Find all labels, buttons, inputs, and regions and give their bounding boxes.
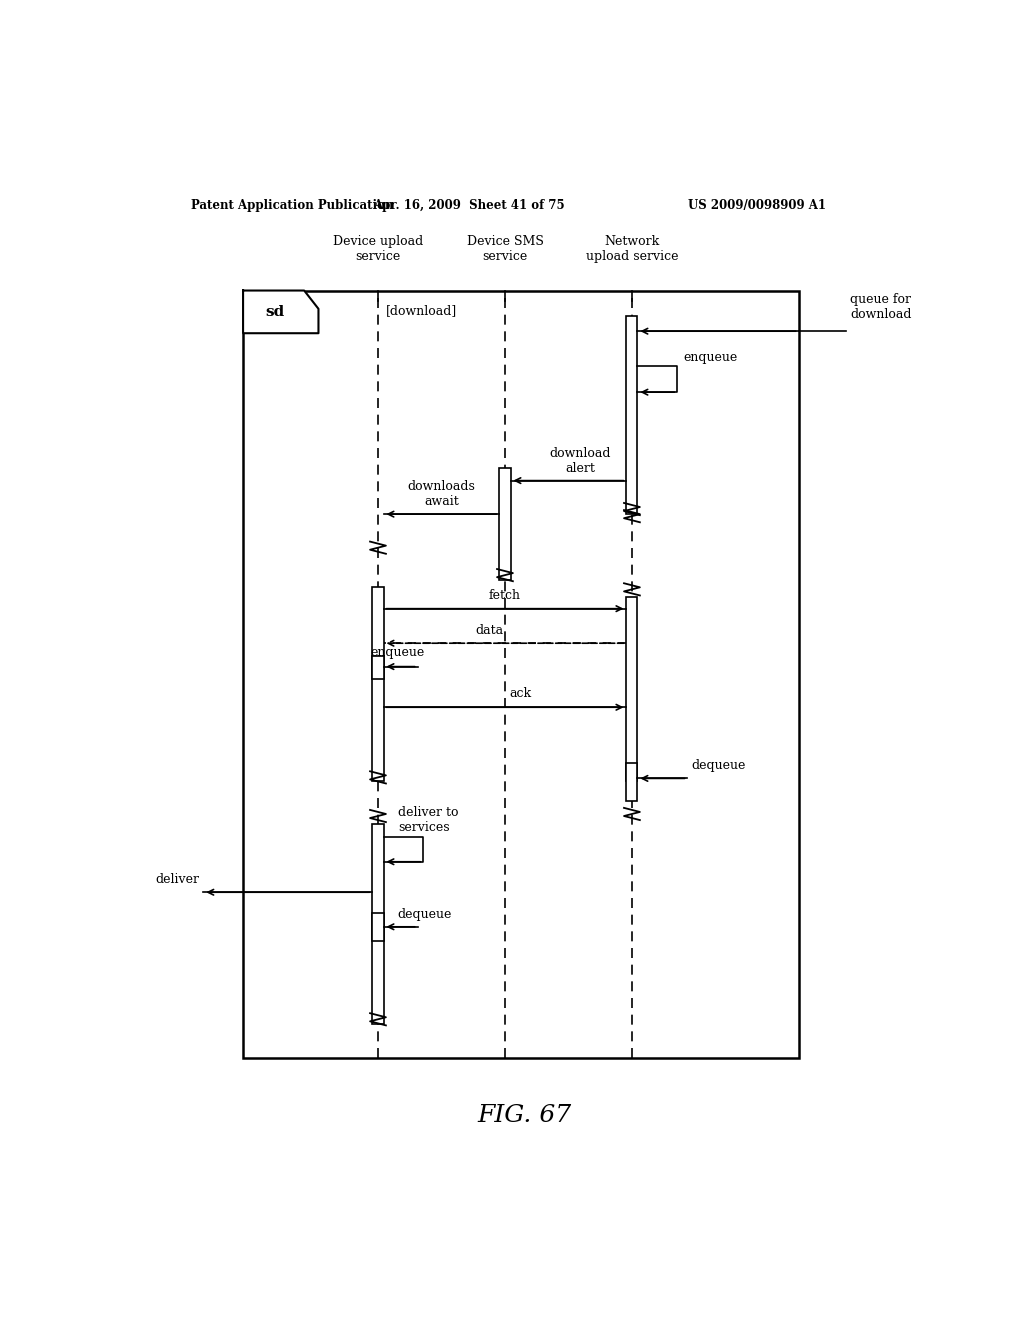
Bar (627, 598, 638, 781)
Polygon shape (243, 290, 318, 333)
Text: data: data (475, 624, 503, 638)
Bar (500, 469, 511, 581)
Text: ack: ack (510, 688, 531, 700)
Text: Device upload
service: Device upload service (333, 235, 423, 263)
Bar (373, 824, 384, 1024)
Bar (373, 587, 384, 781)
Text: enqueue: enqueue (684, 351, 737, 364)
Text: Device SMS
service: Device SMS service (467, 235, 544, 263)
Text: deliver: deliver (156, 873, 200, 886)
Text: deliver to
services: deliver to services (397, 807, 459, 834)
Text: [download]: [download] (386, 305, 457, 317)
Text: queue for
download: queue for download (850, 293, 911, 321)
Text: Apr. 16, 2009  Sheet 41 of 75: Apr. 16, 2009 Sheet 41 of 75 (374, 199, 565, 213)
Text: Patent Application Publication: Patent Application Publication (191, 199, 394, 213)
Text: Network
upload service: Network upload service (586, 235, 678, 263)
Text: FIG. 67: FIG. 67 (478, 1105, 571, 1127)
Text: US 2009/0098909 A1: US 2009/0098909 A1 (688, 199, 826, 213)
Bar (243, 290, 799, 1057)
Text: download
alert: download alert (550, 446, 611, 474)
Text: dequeue: dequeue (397, 908, 453, 921)
Text: fetch: fetch (489, 589, 521, 602)
Text: downloads
await: downloads await (408, 480, 475, 508)
Text: sd: sd (265, 305, 285, 319)
Bar (627, 315, 638, 515)
Text: dequeue: dequeue (691, 759, 745, 772)
Text: enqueue: enqueue (371, 647, 425, 660)
Bar (373, 912, 384, 941)
Bar (627, 763, 638, 801)
Bar (373, 656, 384, 678)
